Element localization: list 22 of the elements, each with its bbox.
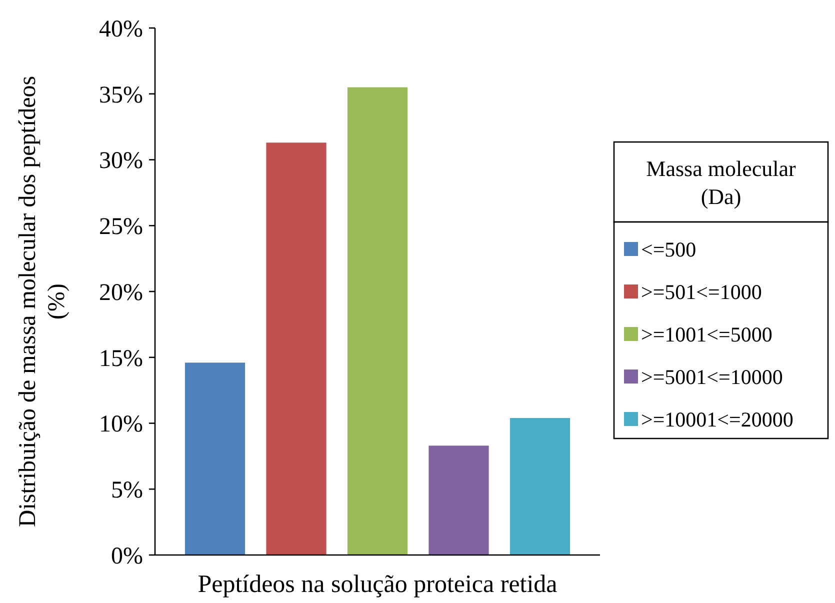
y-tick-label: 5% (111, 478, 143, 504)
legend-label: <=500 (641, 237, 696, 262)
y-axis-title: Distribuição de massa molecular dos peptídeos (%) (15, 76, 70, 528)
y-tick-label: 0% (111, 543, 143, 570)
legend-label: >=10001<=20000 (641, 407, 794, 432)
y-tick-label: 30% (99, 148, 143, 174)
bar (266, 142, 326, 555)
bar (428, 446, 489, 555)
legend-label: >=501<=1000 (641, 280, 762, 304)
bar (347, 87, 408, 555)
x-axis-title: Peptídeos na solução proteica retida (198, 571, 558, 598)
legend-label: >=5001<=10000 (641, 364, 783, 389)
y-tick-label: 35% (99, 82, 143, 108)
legend-label: >=1001<=5000 (641, 322, 772, 346)
y-tick-label: 15% (99, 346, 143, 372)
legend-title: Massa molecular (Da) (646, 156, 797, 209)
y-tick-label: 20% (99, 280, 143, 306)
bar (510, 418, 570, 555)
y-tick-label: 40% (99, 16, 143, 42)
y-tick-label: 10% (99, 412, 143, 438)
y-tick-label: 25% (99, 214, 143, 240)
bar (184, 362, 246, 555)
